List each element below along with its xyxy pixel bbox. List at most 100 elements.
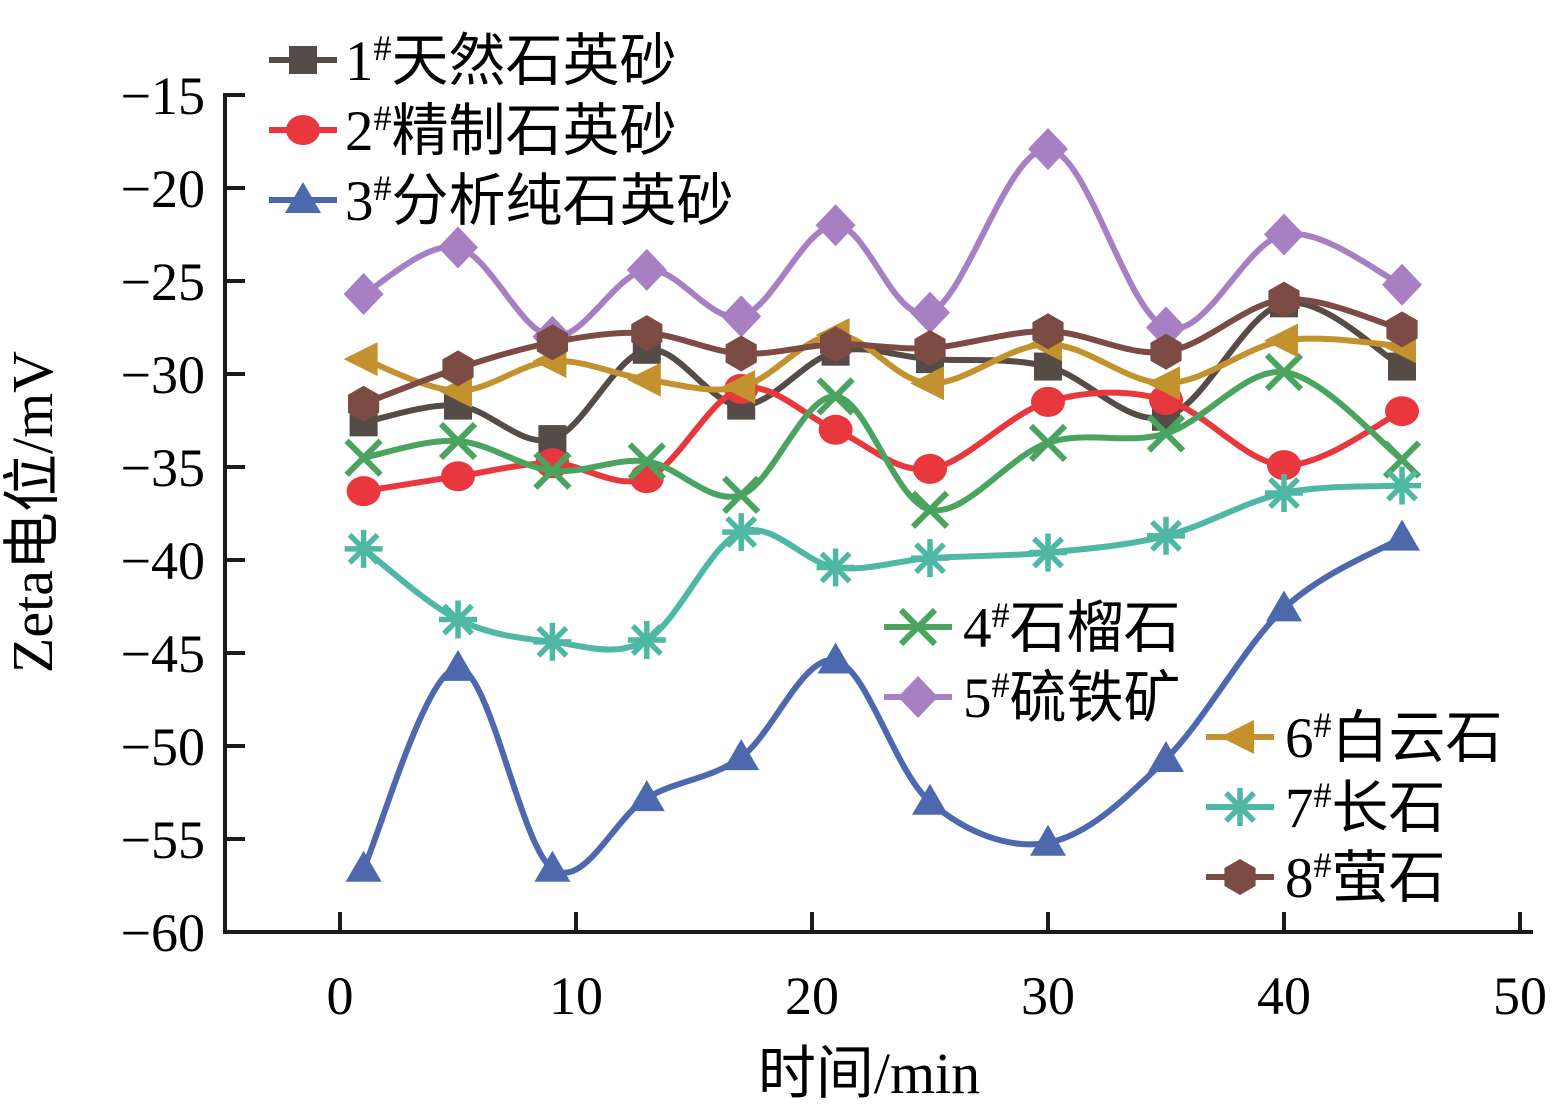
legend-label: 7#长石	[1285, 775, 1446, 840]
legend-label: 3#分析纯石英砂	[345, 168, 734, 233]
hexagon-marker	[1224, 859, 1256, 895]
x-tick-label: 20	[785, 966, 839, 1026]
triangle-up-marker	[285, 182, 321, 213]
axes: −15 −20 −25 −30 −35 −40 −45 −50 −55 −60 0 10 20 30 40 5…	[0, 66, 1547, 1106]
x-tick-label: 40	[1257, 966, 1311, 1026]
triangle-up-marker	[440, 649, 476, 681]
triangle-up-marker	[1266, 590, 1302, 622]
circle-marker	[1385, 396, 1419, 427]
series-line-7	[360, 482, 1405, 653]
triangle-left-marker	[721, 370, 756, 405]
y-tick-label: −60	[121, 903, 205, 963]
legend-label: 2#精制石英砂	[345, 98, 677, 163]
x-marker	[1146, 414, 1186, 453]
series-6	[343, 317, 1416, 408]
y-tick-label: −50	[121, 717, 205, 777]
hexagon-marker	[348, 385, 380, 422]
legend-item-4: 4#石榴石	[884, 595, 1181, 660]
triangle-up-marker	[723, 739, 760, 771]
triangle-up-marker	[534, 850, 571, 882]
series-1	[349, 289, 1416, 454]
asterisk-marker	[1224, 791, 1256, 823]
circle-marker	[286, 115, 320, 145]
x-marker	[344, 438, 383, 477]
asterisk-marker	[1032, 536, 1064, 569]
series-line-4	[360, 369, 1405, 514]
hexagon-marker	[725, 335, 757, 372]
diamond-marker	[343, 273, 384, 316]
series-3	[345, 519, 1420, 882]
triangle-up-marker	[1148, 741, 1184, 773]
x-marker	[898, 607, 938, 647]
diamond-marker	[1028, 127, 1068, 170]
asterisk-marker	[725, 516, 758, 549]
series-2	[346, 373, 1419, 507]
y-tick-label: −25	[121, 252, 205, 312]
diamond-marker	[1146, 306, 1186, 349]
series-line-3	[360, 534, 1405, 876]
x-marker	[438, 421, 478, 461]
asterisk-marker	[347, 532, 380, 565]
asterisk-marker	[1268, 477, 1300, 509]
y-tick-label: −55	[121, 810, 205, 870]
x-marker	[722, 475, 761, 515]
circle-marker	[1031, 386, 1065, 417]
asterisk-marker	[914, 542, 946, 575]
triangle-up-marker	[628, 780, 665, 812]
diamond-marker	[626, 248, 667, 291]
series-4	[344, 353, 1422, 529]
diamond-marker	[721, 295, 762, 338]
legend-label: 8#萤石	[1285, 845, 1446, 910]
hexagon-marker	[1386, 311, 1418, 348]
asterisk-marker	[536, 625, 569, 658]
series-line-2	[360, 384, 1405, 495]
legend-item-3: 3#分析纯石英砂	[269, 168, 734, 233]
triangle-left-marker	[1220, 720, 1254, 754]
y-tick-label: −30	[121, 345, 205, 405]
legend-item-5: 5#硫铁矿	[884, 665, 1181, 730]
legend-label: 4#石榴石	[963, 595, 1181, 660]
triangle-left-marker	[626, 362, 661, 397]
x-marker	[533, 451, 572, 490]
x-marker	[816, 377, 855, 416]
hexagon-marker	[442, 350, 474, 387]
asterisk-marker	[442, 603, 474, 636]
x-marker	[627, 442, 666, 481]
y-tick-label: −15	[121, 66, 205, 126]
diamond-marker	[898, 676, 938, 718]
x-axis-title: 时间/min	[758, 1041, 980, 1106]
circle-marker	[818, 414, 853, 445]
triangle-left-marker	[910, 366, 944, 401]
hexagon-marker	[1032, 313, 1064, 350]
x-tick-label: 30	[1021, 966, 1075, 1026]
circle-marker	[913, 453, 947, 484]
x-tick-label: 0	[327, 966, 354, 1026]
hexagon-marker	[1150, 333, 1182, 370]
hexagon-marker	[631, 315, 663, 352]
y-tick-label: −40	[121, 531, 205, 591]
triangle-up-marker	[912, 783, 948, 815]
asterisk-marker	[1150, 519, 1182, 552]
diamond-marker	[910, 291, 950, 334]
hexagon-marker	[914, 330, 946, 366]
x-marker	[1028, 423, 1068, 462]
triangle-up-marker	[1384, 519, 1420, 551]
diamond-marker	[438, 226, 478, 269]
asterisk-marker	[1386, 469, 1418, 502]
asterisk-marker	[819, 551, 852, 584]
hexagon-marker	[820, 326, 852, 363]
triangle-left-marker	[1146, 366, 1180, 401]
circle-marker	[1267, 450, 1301, 481]
triangle-left-marker	[343, 342, 378, 377]
diamond-marker	[1382, 263, 1422, 306]
circle-marker	[346, 476, 381, 507]
series-8	[348, 281, 1418, 422]
legend-item-2: 2#精制石英砂	[269, 98, 677, 163]
series-7	[344, 466, 1421, 661]
hexagon-marker	[1268, 281, 1300, 318]
